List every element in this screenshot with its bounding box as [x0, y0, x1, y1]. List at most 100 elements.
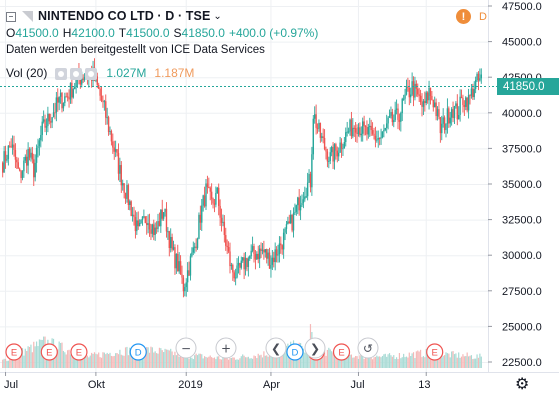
candle-body [419, 95, 422, 103]
volume-bar [355, 355, 357, 368]
candle-body [194, 246, 196, 248]
candle-body [400, 113, 402, 122]
volume-bar [472, 359, 474, 368]
chart-toolbar[interactable]: − + ❮ ❯ ↺ [175, 337, 379, 359]
candle-body [96, 76, 98, 85]
candle-body [192, 247, 194, 253]
volume-bar [219, 359, 221, 368]
candle-body [130, 201, 132, 217]
volume-bar [278, 350, 281, 368]
candle-body [110, 131, 113, 142]
dividend-marker-0[interactable]: D [129, 343, 147, 361]
volume-label[interactable]: Vol (20) [6, 66, 48, 80]
candle-body [360, 133, 362, 136]
candle-body [405, 86, 408, 95]
volume-bar [451, 351, 453, 368]
candle-body [213, 203, 216, 205]
candle-body [335, 144, 337, 151]
candle-body [102, 100, 104, 102]
earnings-marker-1[interactable]: E [40, 343, 58, 361]
candle-body [321, 136, 323, 138]
volume-bar [360, 353, 362, 368]
volume-bar [161, 350, 163, 368]
candle-body [158, 221, 161, 227]
close-icon[interactable] [85, 67, 98, 80]
gear-icon[interactable]: ⚙ [515, 376, 530, 393]
candle-body [426, 92, 429, 101]
time-axis[interactable]: Jul Okt 2019 Apr Jul 13 [4, 372, 430, 391]
volume-bar [147, 347, 149, 368]
candle-body [291, 214, 293, 231]
volume-bar [189, 357, 192, 368]
volume-bar [79, 353, 81, 368]
candle-body [205, 183, 207, 207]
volume-bar [421, 357, 423, 368]
candle-body [384, 127, 386, 130]
symbol-title[interactable]: NINTENDO CO LTD · D · TSE [38, 9, 211, 23]
candle-body [418, 94, 420, 96]
volume-bar [323, 349, 326, 368]
earnings-marker-4[interactable]: E [332, 343, 351, 361]
earnings-marker-2[interactable]: E [70, 343, 88, 361]
candle-body [417, 88, 419, 95]
candle-body [113, 147, 115, 152]
candle-body [136, 220, 138, 232]
reset-button[interactable]: ↺ [357, 337, 379, 359]
dividend-marker-1[interactable]: D [286, 343, 304, 361]
zoom-out-button-circle [175, 337, 197, 359]
candle-body [401, 98, 403, 114]
volume-bar [167, 349, 169, 368]
candle-body [148, 223, 151, 230]
zoom-out-button[interactable]: − [175, 337, 197, 359]
volume-bar [81, 355, 83, 368]
earnings-marker-5[interactable]: E [426, 343, 444, 361]
interval-flag[interactable]: D [479, 10, 487, 23]
volume-bar [172, 355, 175, 368]
volume-bar [301, 345, 303, 368]
candle-body [304, 196, 306, 200]
candle-body [59, 92, 62, 97]
candle-body [137, 220, 139, 227]
volume-bar [182, 352, 185, 368]
candle-body [362, 121, 364, 134]
candle-body [119, 165, 121, 174]
candle-body [170, 236, 172, 249]
scroll-left-button[interactable]: ❮ [265, 337, 287, 359]
scroll-left-button-circle [265, 337, 287, 359]
scroll-right-button[interactable]: ❯ [304, 337, 326, 359]
candle-body [112, 141, 114, 148]
candle-body [26, 156, 28, 166]
candle-body [191, 252, 193, 257]
volume-bar [4, 358, 7, 368]
volume-bar [76, 357, 79, 368]
volume-bar [470, 355, 473, 368]
volume-bar [11, 355, 14, 368]
volume-bar [78, 357, 80, 368]
volume-bar [373, 357, 375, 368]
earnings-marker-0[interactable]: E [5, 343, 23, 361]
zoom-in-button-icon: + [221, 342, 231, 356]
candle-body [391, 112, 394, 123]
flag-icon[interactable] [22, 11, 33, 22]
chevron-down-icon[interactable]: ⌄ [213, 11, 222, 22]
zoom-in-button[interactable]: + [215, 337, 237, 359]
volume-bar [100, 357, 103, 368]
info-icon[interactable]: ! [456, 9, 471, 24]
candle-body [38, 140, 41, 147]
candle-body [479, 78, 481, 81]
candle-body [178, 261, 180, 272]
candle-body [64, 96, 66, 104]
collapse-legend-icon[interactable] [6, 11, 16, 22]
candle-body [222, 221, 224, 223]
eye-icon[interactable] [55, 67, 68, 80]
volume-bar [148, 352, 151, 368]
volume-bar [438, 353, 440, 368]
candle-body [227, 247, 230, 252]
volume-bar [168, 350, 170, 368]
volume-bar [40, 339, 42, 368]
volume-bar [236, 359, 238, 368]
settings-icon[interactable] [70, 67, 83, 80]
candle-body [50, 121, 52, 123]
price-axis[interactable]: 22500.0 25000.0 27500.0 30000.0 32500.0 35000… [488, 1, 542, 369]
